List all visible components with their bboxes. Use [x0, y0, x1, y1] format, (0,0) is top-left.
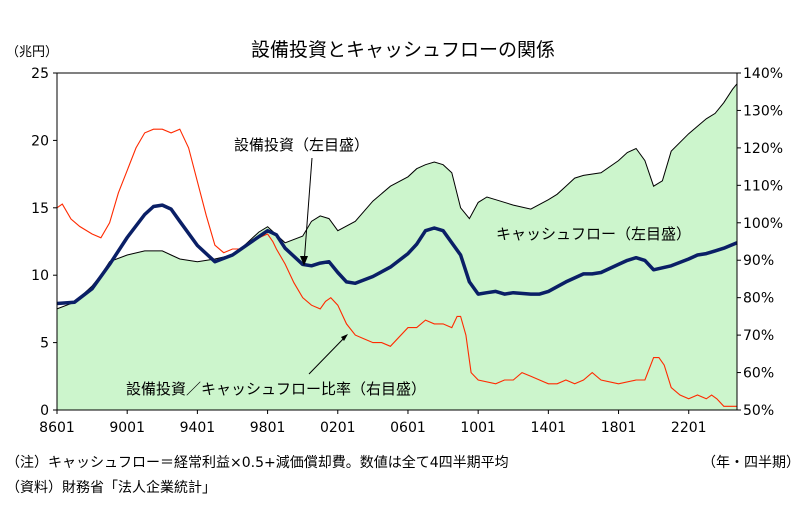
x-tick-label: 0601: [390, 420, 426, 436]
left-tick-label: 5: [40, 336, 49, 352]
left-tick-label: 10: [31, 268, 49, 284]
left-tick-label: 0: [40, 403, 49, 419]
chart-title: 設備投資とキャッシュフローの関係: [251, 39, 555, 61]
left-axis: 0 5 10 15 20 25: [31, 66, 57, 419]
cashflow-outline: [56, 83, 738, 310]
right-tick-label: 130%: [743, 103, 783, 119]
x-tick-label: 9001: [109, 420, 145, 436]
x-tick-label: 2201: [671, 420, 707, 436]
capex-line: [56, 203, 738, 306]
ratio-label-bg: [120, 377, 466, 399]
source-note: （資料）財務省「法人企業統計」: [6, 479, 216, 496]
x-tick-label: 1001: [460, 420, 496, 436]
x-tick-label: 9801: [250, 420, 286, 436]
x-axis: 8601 9001 9401 9801 0201 0601 1001 1401 1801 2201: [39, 410, 707, 436]
footnote: （注）キャッシュフロー＝経常利益×0.5+減価償却費。数値は全て4四半期平均: [6, 454, 509, 471]
left-axis-unit: （兆円）: [6, 45, 58, 60]
right-tick-label: 50%: [743, 403, 774, 419]
left-tick-label: 15: [31, 201, 49, 217]
right-tick-label: 90%: [743, 253, 774, 269]
left-tick-label: 25: [31, 66, 49, 82]
x-tick-label: 1801: [601, 420, 637, 436]
capex-arrowhead: [300, 256, 308, 266]
right-tick-label: 70%: [743, 328, 774, 344]
cashflow-label-bg: [488, 220, 724, 246]
right-tick-label: 60%: [743, 366, 774, 382]
cashflow-area: [57, 83, 737, 411]
x-tick-label: 1401: [531, 420, 567, 436]
left-tick-label: 20: [31, 133, 49, 149]
ratio-line: [56, 128, 737, 407]
right-tick-label: 120%: [743, 141, 783, 157]
x-tick-label: 0201: [320, 420, 356, 436]
right-tick-label: 100%: [743, 216, 783, 232]
ratio-arrowhead: [341, 334, 348, 341]
cashflow-label: キャッシュフロー（左目盛）: [496, 225, 691, 243]
ratio-arrow: [308, 335, 347, 375]
right-axis: 50% 60% 70% 80% 90% 100% 110% 120% 130% 140%: [737, 66, 783, 419]
plot-frame-border: [56, 72, 738, 411]
x-axis-unit: （年・四半期）: [702, 455, 800, 471]
x-tick-label: 8601: [39, 420, 75, 436]
capex-arrow: [303, 157, 313, 265]
right-tick-label: 80%: [743, 291, 774, 307]
x-tick-label: 9401: [180, 420, 216, 436]
ratio-label: 設備投資／キャッシュフロー比率（右目盛）: [126, 380, 426, 398]
capex-label: 設備投資（左目盛）: [234, 136, 369, 154]
right-tick-label: 140%: [743, 66, 783, 82]
right-tick-label: 110%: [743, 178, 783, 194]
